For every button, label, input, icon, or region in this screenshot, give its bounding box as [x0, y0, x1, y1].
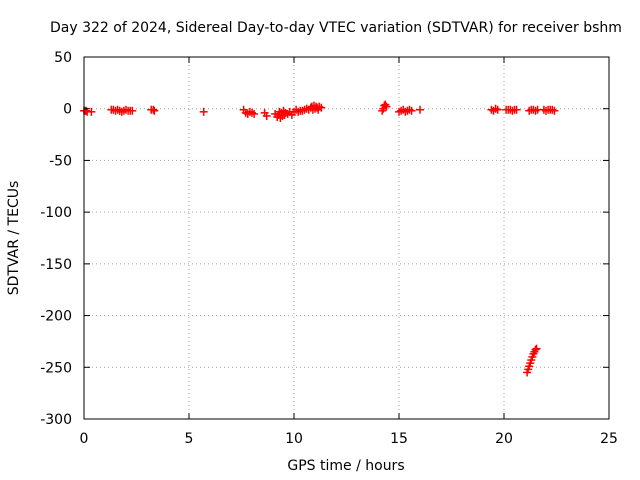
data-points: [80, 100, 559, 377]
y-tick-label: -50: [49, 153, 72, 169]
data-point: [550, 106, 559, 115]
grid: [84, 57, 609, 419]
chart-title: Day 322 of 2024, Sidereal Day-to-day VTE…: [50, 20, 622, 36]
x-tick-label: 0: [80, 431, 89, 447]
x-tick-label: 5: [185, 431, 194, 447]
tick-labels: 0 5 10 15 20 25 50 0 -50 -100 -150 -200 -250 -300: [40, 50, 618, 447]
data-point: [250, 109, 259, 118]
data-point: [493, 105, 502, 114]
data-point: [262, 111, 271, 120]
data-point: [128, 106, 137, 115]
x-tick-label: 20: [495, 431, 513, 447]
plot-frame: [83, 56, 610, 420]
data-point: [150, 106, 159, 115]
y-tick-label: -150: [40, 257, 72, 273]
data-point: [532, 344, 541, 353]
y-tick-label: 0: [63, 102, 72, 118]
x-tick-label: 25: [600, 431, 618, 447]
data-point: [199, 107, 208, 116]
data-point: [149, 105, 158, 114]
data-point: [416, 105, 424, 114]
data-point: [82, 106, 91, 115]
x-axis-label: GPS time / hours: [287, 458, 404, 474]
y-tick-label: -300: [40, 412, 72, 428]
data-point: [382, 102, 391, 111]
y-axis-label: SDTVAR / TECUs: [6, 181, 22, 296]
data-point: [317, 103, 326, 112]
axis-ticks: [83, 56, 610, 420]
data-point: [407, 106, 416, 115]
x-tick-label: 10: [285, 431, 303, 447]
data-point: [512, 105, 521, 114]
x-tick-label: 15: [390, 431, 408, 447]
data-point: [87, 107, 96, 116]
y-tick-label: -250: [40, 360, 72, 376]
y-tick-label: -200: [40, 309, 72, 325]
y-tick-label: 50: [54, 50, 72, 66]
data-point: [531, 345, 540, 354]
y-tick-label: -100: [40, 205, 72, 221]
